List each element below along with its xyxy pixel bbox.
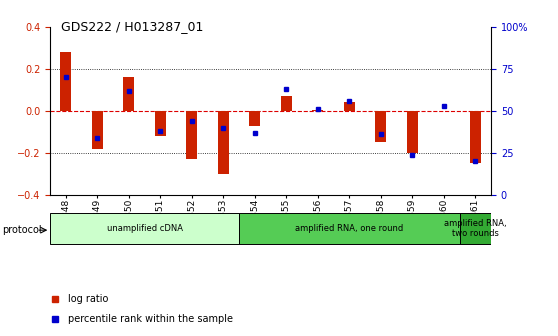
Bar xyxy=(344,102,355,111)
Bar xyxy=(218,111,229,174)
Text: amplified RNA, one round: amplified RNA, one round xyxy=(295,224,403,233)
Bar xyxy=(376,111,386,142)
Bar xyxy=(312,110,324,111)
Text: protocol: protocol xyxy=(2,225,42,235)
Bar xyxy=(155,111,166,136)
Bar xyxy=(92,111,103,149)
Bar xyxy=(123,77,134,111)
Bar xyxy=(239,213,460,244)
Bar xyxy=(249,111,261,126)
Text: log ratio: log ratio xyxy=(68,294,108,304)
Bar xyxy=(50,213,239,244)
Bar xyxy=(60,52,71,111)
Bar xyxy=(186,111,198,159)
Bar xyxy=(281,96,292,111)
Text: GDS222 / H013287_01: GDS222 / H013287_01 xyxy=(61,20,204,33)
Text: amplified RNA,
two rounds: amplified RNA, two rounds xyxy=(444,219,507,238)
Text: percentile rank within the sample: percentile rank within the sample xyxy=(68,314,233,324)
Bar xyxy=(470,111,481,163)
Bar xyxy=(460,213,491,244)
Bar xyxy=(407,111,418,153)
Text: unamplified cDNA: unamplified cDNA xyxy=(107,224,182,233)
